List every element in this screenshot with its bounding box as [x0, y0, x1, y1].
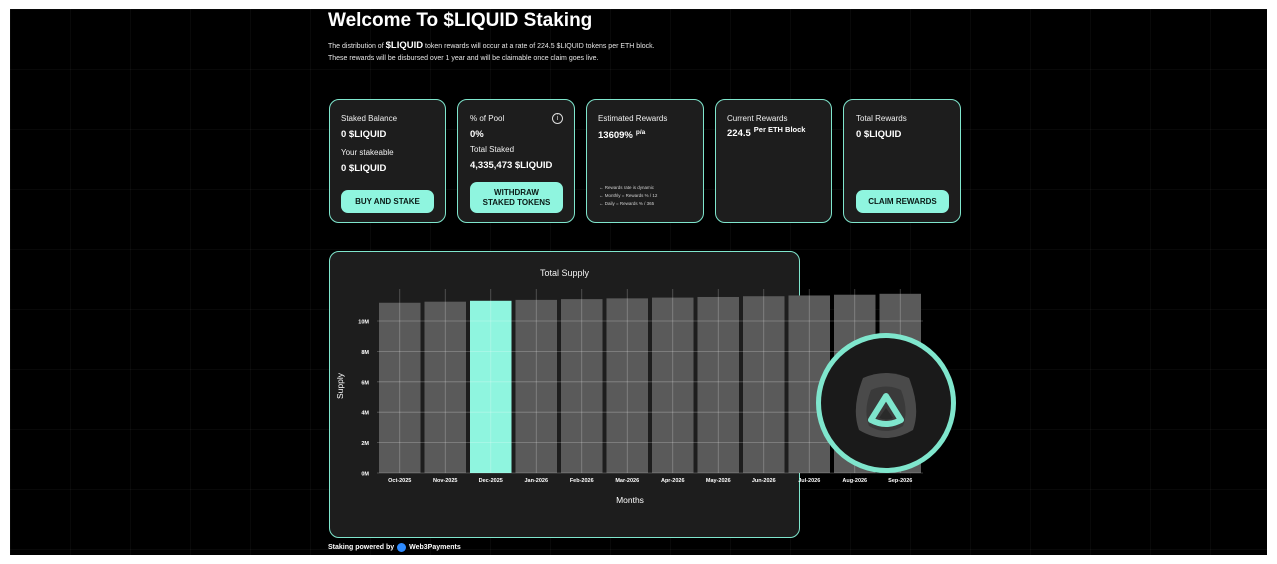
- x-tick-label: Feb-2026: [570, 478, 594, 484]
- x-tick-label: Mar-2026: [615, 478, 639, 484]
- x-tick-label: Aug-2026: [842, 478, 867, 484]
- x-tick-label: Nov-2025: [433, 478, 457, 484]
- liquid-logo-icon: [855, 373, 917, 438]
- estimated-rewards-card: Estimated Rewards 13609% p/a ← Rewards ra…: [586, 99, 704, 223]
- footer: Staking powered by Web3Payments: [328, 543, 461, 552]
- footer-prefix: Staking powered by: [328, 544, 395, 551]
- x-tick-label: Dec-2025: [479, 478, 503, 484]
- bar-Nov-2025: [424, 301, 466, 473]
- y-tick-label: 2M: [361, 441, 369, 447]
- estimated-rewards-value: 13609% p/a: [598, 129, 645, 141]
- withdraw-staked-tokens-button[interactable]: WITHDRAW STAKED TOKENS: [470, 182, 563, 213]
- note-dynamic: ← Rewards rate is dynamic: [599, 185, 655, 190]
- current-rewards-card: Current Rewards 224.5 Per ETH Block: [715, 99, 832, 223]
- total-staked-value: 4,335,473 $LIQUID: [470, 160, 553, 171]
- bar-Oct-2025: [379, 302, 421, 473]
- withdraw-line1: WITHDRAW: [494, 187, 539, 197]
- bar-Jun-2026: [743, 296, 785, 473]
- chart-title: Total Supply: [539, 268, 590, 278]
- intro-text: The distribution of $LIQUID token reward…: [328, 40, 748, 65]
- stakeable-label: Your stakeable: [341, 148, 394, 157]
- page-frame: Welcome To $LIQUID Staking The distribut…: [10, 9, 1267, 555]
- bar-Jan-2026: [515, 299, 557, 473]
- current-rewards-number: 224.5: [727, 128, 751, 140]
- intro-token: $LIQUID: [385, 40, 424, 51]
- y-tick-label: 0M: [361, 472, 369, 478]
- intro-suffix: token rewards will occur at a rate of 22…: [425, 43, 655, 50]
- total-rewards-value: 0 $LIQUID: [856, 129, 902, 140]
- y-tick-label: 6M: [361, 380, 369, 386]
- x-tick-label: Oct-2025: [388, 478, 411, 484]
- total-supply-chart: 0M 2M 4M 6M 8M 10M Oct-2025 Nov-2025 Dec-2025 Jan…: [335, 289, 923, 505]
- web3payments-icon: [397, 543, 407, 552]
- bar-Feb-2026: [561, 299, 603, 473]
- buy-and-stake-button[interactable]: BUY AND STAKE: [341, 190, 434, 213]
- estimated-rewards-label: Estimated Rewards: [598, 114, 668, 123]
- y-axis-label: Supply: [335, 372, 345, 399]
- current-rewards-label: Current Rewards: [727, 114, 788, 123]
- note-daily: ← Daily = Rewards % / 365: [599, 201, 655, 206]
- pool-card: % of Pool i 0% Total Staked 4,335,473 $L…: [457, 99, 575, 223]
- bar-Mar-2026: [606, 298, 648, 473]
- page-title: Welcome To $LIQUID Staking: [328, 10, 593, 31]
- claim-rewards-button[interactable]: CLAIM REWARDS: [856, 190, 949, 213]
- x-tick-label: Jun-2026: [752, 478, 776, 484]
- floating-app-logo[interactable]: [816, 333, 956, 473]
- intro-prefix: The distribution of: [328, 43, 384, 50]
- x-tick-label: Sep-2026: [888, 478, 912, 484]
- pool-value: 0%: [470, 129, 484, 140]
- rewards-notes: ← Rewards rate is dynamic ← Monthly = Re…: [599, 184, 657, 208]
- total-rewards-card: Total Rewards 0 $LIQUID CLAIM REWARDS: [843, 99, 961, 223]
- footer-brand[interactable]: Web3Payments: [409, 544, 461, 551]
- staked-balance-card: Staked Balance 0 $LIQUID Your stakeable …: [329, 99, 446, 223]
- intro-line2: These rewards will be disbursed over 1 y…: [328, 55, 599, 62]
- y-tick-label: 8M: [361, 350, 369, 356]
- pool-label: % of Pool: [470, 114, 505, 123]
- estimated-rewards-unit: p/a: [635, 129, 646, 136]
- current-rewards-unit: Per ETH Block: [753, 125, 806, 134]
- note-monthly: ← Monthly = Rewards % / 12: [599, 193, 658, 198]
- stakeable-value: 0 $LIQUID: [341, 163, 387, 174]
- bar-Apr-2026: [652, 297, 694, 473]
- x-tick-label: May-2026: [706, 478, 731, 484]
- staked-balance-label: Staked Balance: [341, 114, 398, 123]
- x-tick-label: Jul-2026: [798, 478, 820, 484]
- x-tick-label: Apr-2026: [661, 478, 685, 484]
- estimated-rewards-number: 13609%: [598, 130, 633, 142]
- withdraw-line2: STAKED TOKENS: [482, 197, 551, 207]
- y-tick-label: 10M: [358, 320, 369, 326]
- bar-Dec-2025: [470, 300, 512, 473]
- y-tick-label: 4M: [361, 411, 369, 417]
- x-axis-label: Months: [616, 495, 644, 505]
- x-tick-label: Jan-2026: [524, 478, 548, 484]
- total-rewards-label: Total Rewards: [856, 114, 907, 123]
- total-staked-label: Total Staked: [470, 145, 515, 154]
- bar-May-2026: [697, 296, 739, 473]
- info-icon[interactable]: i: [552, 113, 563, 124]
- staked-balance-value: 0 $LIQUID: [341, 129, 387, 140]
- current-rewards-value: 224.5 Per ETH Block: [727, 125, 805, 139]
